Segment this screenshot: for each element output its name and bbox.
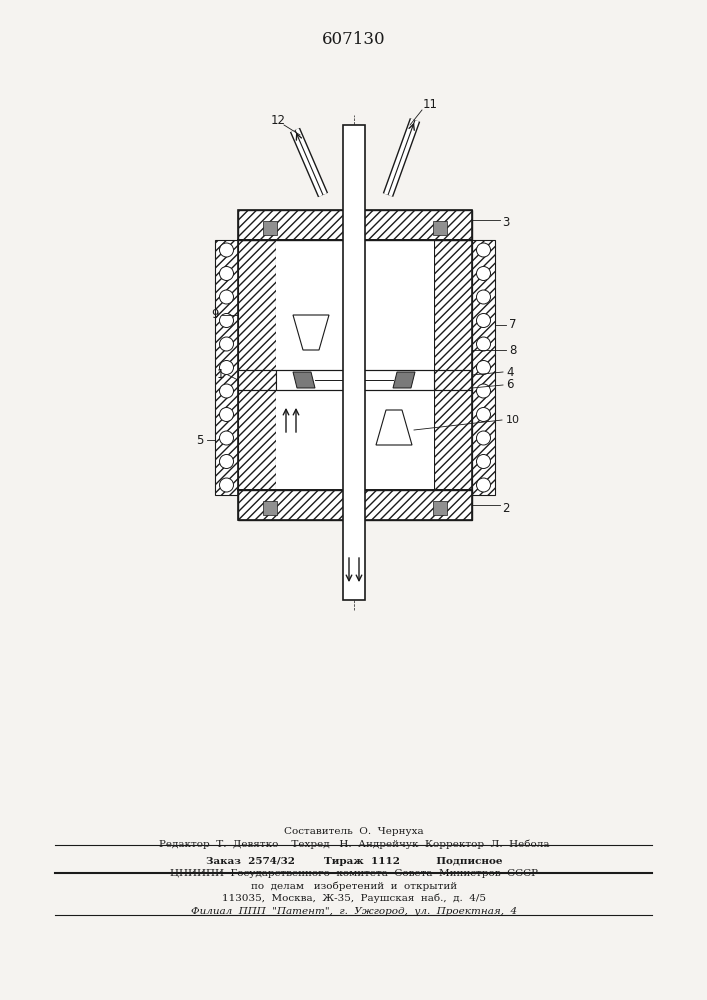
Circle shape bbox=[219, 454, 233, 468]
Circle shape bbox=[219, 360, 233, 374]
Text: 8: 8 bbox=[509, 344, 517, 357]
Text: Заказ  2574/32        Тираж  1112          Подписное: Заказ 2574/32 Тираж 1112 Подписное bbox=[206, 856, 502, 865]
Circle shape bbox=[477, 314, 491, 328]
Text: 12: 12 bbox=[271, 113, 286, 126]
Text: ЦНИИПИ  Государственного  комитета  Совета  Министров  СССР: ЦНИИПИ Государственного комитета Совета … bbox=[170, 869, 538, 879]
Circle shape bbox=[477, 360, 491, 374]
Circle shape bbox=[477, 266, 491, 280]
Circle shape bbox=[219, 384, 233, 398]
Circle shape bbox=[219, 266, 233, 280]
Bar bbox=[434, 370, 472, 390]
Text: 113035,  Москва,  Ж-35,  Раушская  наб.,  д.  4/5: 113035, Москва, Ж-35, Раушская наб., д. … bbox=[222, 893, 486, 903]
Bar bbox=[238, 370, 276, 390]
Bar bbox=[433, 221, 447, 235]
Bar bbox=[276, 370, 434, 390]
Bar bbox=[238, 240, 276, 490]
Circle shape bbox=[219, 337, 233, 351]
Polygon shape bbox=[376, 410, 412, 445]
Bar bbox=[263, 501, 277, 515]
Bar bbox=[434, 240, 472, 490]
Bar bbox=[238, 210, 472, 240]
Bar bbox=[276, 240, 434, 490]
Bar bbox=[433, 501, 447, 515]
Text: 3: 3 bbox=[502, 216, 510, 229]
Circle shape bbox=[477, 337, 491, 351]
Text: 607130: 607130 bbox=[322, 31, 386, 48]
Text: 10: 10 bbox=[506, 415, 520, 425]
Text: 6: 6 bbox=[506, 378, 514, 391]
Bar bbox=[215, 240, 238, 495]
Bar bbox=[343, 125, 365, 600]
Text: Составитель  О.  Чернуха: Составитель О. Чернуха bbox=[284, 828, 423, 836]
Circle shape bbox=[219, 431, 233, 445]
Bar bbox=[238, 210, 472, 240]
Circle shape bbox=[219, 408, 233, 422]
Text: 4: 4 bbox=[506, 365, 514, 378]
Text: по  делам   изобретений  и  открытий: по делам изобретений и открытий bbox=[251, 881, 457, 891]
Circle shape bbox=[477, 243, 491, 257]
Circle shape bbox=[477, 290, 491, 304]
Text: Редактор  Т.  Девятко    Техред   Н.  Андрейчук  Корректор  Л.  Небола: Редактор Т. Девятко Техред Н. Андрейчук … bbox=[159, 839, 549, 849]
Circle shape bbox=[219, 290, 233, 304]
Text: 1: 1 bbox=[216, 368, 223, 381]
Polygon shape bbox=[393, 372, 415, 388]
Circle shape bbox=[219, 314, 233, 328]
Text: 2: 2 bbox=[502, 502, 510, 514]
Text: 5: 5 bbox=[197, 434, 204, 446]
Circle shape bbox=[219, 478, 233, 492]
Text: 9: 9 bbox=[211, 308, 218, 322]
Polygon shape bbox=[293, 315, 329, 350]
Bar bbox=[263, 221, 277, 235]
Bar bbox=[238, 490, 472, 520]
Bar bbox=[472, 240, 495, 495]
Circle shape bbox=[477, 478, 491, 492]
Text: 11: 11 bbox=[423, 99, 438, 111]
Bar bbox=[238, 490, 472, 520]
Text: Филиал  ППП  "Патент",  г.  Ужгород,  ул.  Проектная,  4: Филиал ППП "Патент", г. Ужгород, ул. Про… bbox=[191, 906, 517, 916]
Circle shape bbox=[477, 431, 491, 445]
Text: 7: 7 bbox=[509, 318, 517, 332]
Circle shape bbox=[477, 384, 491, 398]
Circle shape bbox=[477, 454, 491, 468]
Circle shape bbox=[477, 408, 491, 422]
Polygon shape bbox=[293, 372, 315, 388]
Circle shape bbox=[219, 243, 233, 257]
